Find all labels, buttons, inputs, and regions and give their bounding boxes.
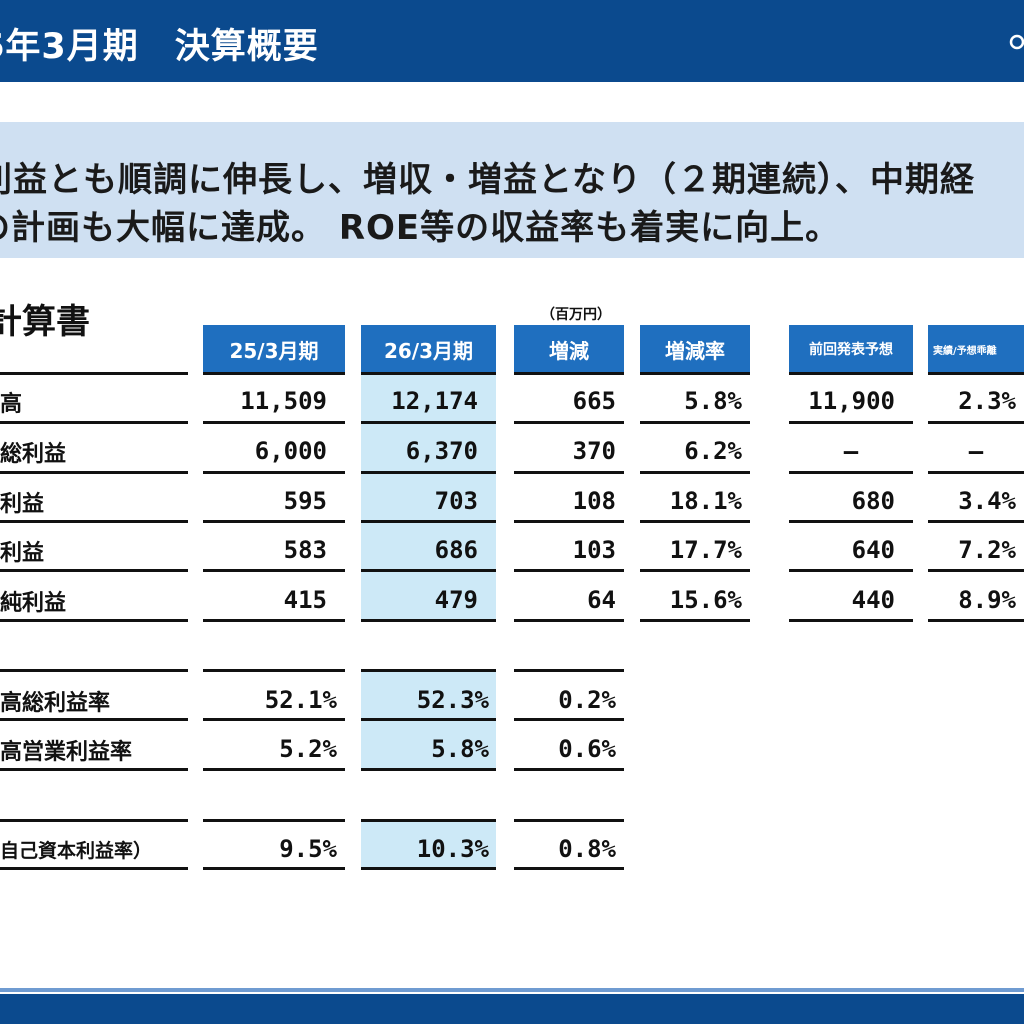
table-cell: 108 bbox=[572, 487, 616, 515]
page-title: 6年3月期 決算概要 bbox=[0, 27, 319, 67]
table-cell: 583 bbox=[283, 536, 327, 564]
row-label: 純利益 bbox=[0, 591, 67, 616]
table-cell: 0.8% bbox=[558, 835, 616, 863]
row-label: 高総利益率 bbox=[0, 691, 111, 716]
table-cell: 8.9% bbox=[958, 586, 1016, 614]
table-cell: 0.6% bbox=[558, 735, 616, 763]
table-cell: 479 bbox=[434, 586, 478, 614]
table-cell: 680 bbox=[851, 487, 895, 515]
table-cell: 12,174 bbox=[391, 387, 478, 415]
section-title: 計算書 bbox=[0, 302, 90, 342]
logo-icon bbox=[1009, 34, 1024, 50]
table-cell: 5.8% bbox=[431, 735, 489, 763]
slide-header: 6年3月期 決算概要 bbox=[0, 0, 1024, 82]
table-cell: 11,509 bbox=[240, 387, 327, 415]
table-cell: 52.1% bbox=[264, 686, 337, 714]
column-header: 増減率 bbox=[640, 325, 750, 373]
highlight-column bbox=[361, 375, 496, 620]
table-cell: 9.5% bbox=[279, 835, 337, 863]
table-cell: — bbox=[968, 437, 984, 465]
summary-line-2: の計画も大幅に達成。 ROE等の収益率も着実に向上。 bbox=[0, 208, 841, 248]
table-cell: 103 bbox=[572, 536, 616, 564]
row-label: 自己資本利益率） bbox=[0, 840, 153, 862]
slide-footer bbox=[0, 994, 1024, 1024]
table-cell: 15.6% bbox=[669, 586, 742, 614]
column-header: 26/3月期 bbox=[361, 325, 496, 373]
table-cell: 0.2% bbox=[558, 686, 616, 714]
table-cell: 6,000 bbox=[254, 437, 327, 465]
table-cell: 2.3% bbox=[958, 387, 1016, 415]
column-header: 25/3月期 bbox=[203, 325, 345, 373]
table-cell: 440 bbox=[851, 586, 895, 614]
table-cell: 18.1% bbox=[669, 487, 742, 515]
row-label: 利益 bbox=[0, 492, 45, 517]
table-cell: 370 bbox=[572, 437, 616, 465]
row-label: 利益 bbox=[0, 541, 45, 566]
footer-divider bbox=[0, 988, 1024, 992]
highlight-ratio-block bbox=[361, 672, 496, 770]
table-cell: 7.2% bbox=[958, 536, 1016, 564]
summary-box: 利益とも順調に伸長し、増収・増益となり（２期連続）、中期経 の計画も大幅に達成。… bbox=[0, 122, 1024, 258]
table-cell: — bbox=[843, 437, 859, 465]
row-label: 高営業利益率 bbox=[0, 740, 133, 765]
row-label: 高 bbox=[0, 392, 23, 417]
highlight-roe-block bbox=[361, 822, 496, 868]
table-cell: 595 bbox=[283, 487, 327, 515]
table-cell: 52.3% bbox=[416, 686, 489, 714]
table-cell: 703 bbox=[434, 487, 478, 515]
table-cell: 10.3% bbox=[416, 835, 489, 863]
column-header: 増減 bbox=[514, 325, 624, 373]
table-cell: 6,370 bbox=[405, 437, 478, 465]
table-cell: 640 bbox=[851, 536, 895, 564]
column-header: 実績/予想乖離 bbox=[928, 325, 1024, 373]
table-cell: 5.2% bbox=[279, 735, 337, 763]
table-cell: 5.8% bbox=[684, 387, 742, 415]
table-cell: 415 bbox=[283, 586, 327, 614]
table-cell: 64 bbox=[587, 586, 616, 614]
summary-line-1: 利益とも順調に伸長し、増収・増益となり（２期連続）、中期経 bbox=[0, 160, 975, 200]
table-cell: 17.7% bbox=[669, 536, 742, 564]
table-cell: 665 bbox=[572, 387, 616, 415]
table-cell: 6.2% bbox=[684, 437, 742, 465]
table-cell: 3.4% bbox=[958, 487, 1016, 515]
table-cell: 686 bbox=[434, 536, 478, 564]
table-cell: 11,900 bbox=[808, 387, 895, 415]
column-header: 前回発表予想 bbox=[789, 325, 913, 373]
row-label: 総利益 bbox=[0, 442, 67, 467]
unit-label: （百万円） bbox=[541, 307, 611, 323]
